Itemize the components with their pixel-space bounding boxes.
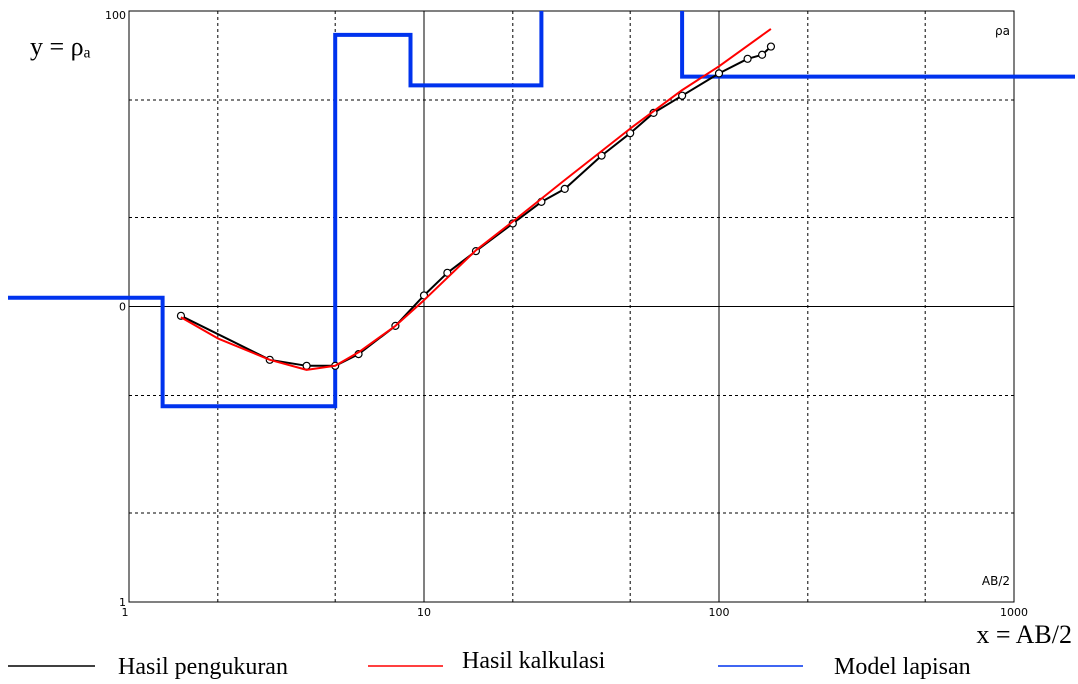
data-point xyxy=(758,50,767,59)
y-axis-label: y = ρₐ xyxy=(30,32,91,61)
legend-label-model: Model lapisan xyxy=(834,654,971,680)
y-tick-label: 1 xyxy=(119,596,126,609)
x-axis-label: x = AB/2 xyxy=(976,620,1072,649)
plot-frame xyxy=(128,10,1015,603)
data-point xyxy=(766,42,776,51)
corner-label-x: AB/2 xyxy=(982,574,1010,588)
data-point xyxy=(443,268,452,277)
x-tick-label: 100 xyxy=(709,606,730,619)
corner-label-y: ρa xyxy=(995,24,1010,38)
x-tick-label: 1 xyxy=(122,606,129,619)
series-layer xyxy=(8,11,1075,409)
y-tick-label: 0 xyxy=(119,301,126,314)
data-point xyxy=(714,69,724,78)
series-line-2 xyxy=(8,11,1075,409)
legend-label-kalkulasi: Hasil kalkulasi xyxy=(462,648,606,674)
y-tick-label: 100 xyxy=(105,9,126,22)
legend-label-pengukuran: Hasil pengukuran xyxy=(118,654,288,680)
data-point xyxy=(678,91,687,100)
series-line-1 xyxy=(180,28,772,371)
data-point xyxy=(560,184,569,194)
x-tick-label: 1000 xyxy=(1000,606,1028,619)
data-point xyxy=(743,54,752,63)
legend: Hasil pengukuran Hasil kalkulasi Model l… xyxy=(8,648,971,680)
x-tick-label: 10 xyxy=(417,606,431,619)
